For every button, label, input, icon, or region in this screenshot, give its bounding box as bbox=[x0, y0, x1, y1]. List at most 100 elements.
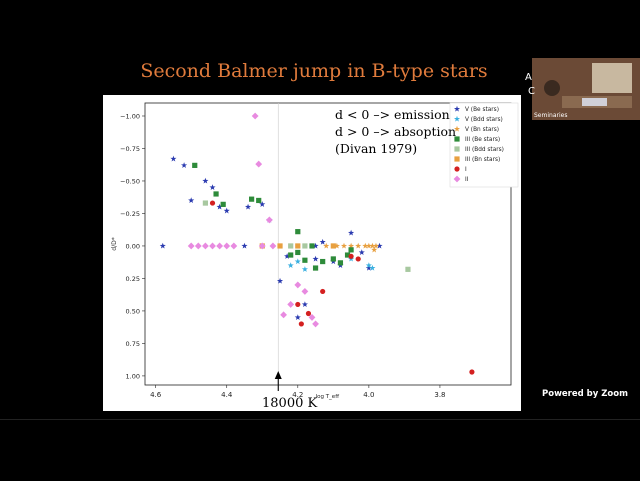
data-point bbox=[302, 257, 308, 263]
y-tick-label: −0.25 bbox=[120, 210, 140, 218]
temperature-arrow-head bbox=[274, 371, 282, 379]
data-point bbox=[298, 321, 304, 327]
data-point bbox=[308, 314, 316, 321]
plot-svg: 4.6 4.4 4.2 4.0 3.8 −1.00 −0.75 −0.50 −0.25 0.00 0… bbox=[111, 102, 519, 400]
legend-marker bbox=[453, 105, 461, 112]
data-point bbox=[276, 277, 284, 284]
data-point bbox=[309, 243, 315, 249]
x-tick-label: 4.4 bbox=[221, 391, 233, 399]
legend-marker bbox=[454, 166, 460, 172]
data-point bbox=[258, 242, 266, 250]
data-point bbox=[159, 242, 166, 249]
legend-marker bbox=[453, 175, 461, 183]
x-axis-label: log T_eff bbox=[316, 394, 340, 400]
x-tick-label: 3.8 bbox=[434, 391, 445, 399]
scatter-plot: 4.6 4.4 4.2 4.0 3.8 −1.00 −0.75 −0.50 −0.25 0.00 0… bbox=[103, 95, 521, 411]
plot-axes-frame bbox=[144, 102, 512, 386]
data-point bbox=[287, 262, 294, 269]
data-point bbox=[209, 200, 216, 206]
video-scene bbox=[532, 58, 640, 120]
legend-box bbox=[449, 102, 519, 188]
data-point bbox=[312, 265, 319, 271]
x-tick-label: 4.6 bbox=[150, 391, 162, 399]
data-point bbox=[312, 255, 319, 262]
data-point bbox=[220, 201, 226, 207]
data-point bbox=[194, 242, 202, 250]
data-point bbox=[372, 242, 380, 249]
data-point bbox=[295, 249, 301, 256]
data-point bbox=[319, 238, 326, 245]
y-tick-label: 0.50 bbox=[126, 307, 140, 315]
data-point bbox=[259, 201, 266, 207]
data-point bbox=[223, 207, 230, 214]
data-point bbox=[348, 242, 355, 249]
y-tick-label: 0.25 bbox=[126, 275, 140, 283]
data-point bbox=[216, 242, 224, 250]
data-point bbox=[365, 242, 372, 249]
data-point bbox=[302, 243, 308, 249]
legend-entry: V (Bn stars) bbox=[465, 127, 499, 133]
data-point bbox=[301, 266, 308, 272]
data-point bbox=[245, 203, 252, 210]
y-tick-label: 1.00 bbox=[126, 372, 140, 380]
data-point bbox=[301, 288, 309, 295]
y-tick-label: −0.50 bbox=[120, 177, 140, 185]
data-point bbox=[187, 242, 195, 250]
data-point bbox=[365, 264, 372, 271]
data-point bbox=[230, 242, 238, 250]
data-point bbox=[301, 301, 308, 308]
data-point bbox=[284, 253, 291, 259]
data-point bbox=[312, 242, 319, 249]
data-point bbox=[295, 301, 301, 308]
data-point bbox=[209, 242, 216, 250]
data-point bbox=[265, 216, 273, 224]
legend-entry: I bbox=[465, 167, 467, 173]
y-tick-label: 0.75 bbox=[126, 340, 140, 348]
data-point bbox=[305, 310, 312, 317]
legend-marker bbox=[454, 146, 460, 152]
data-point bbox=[249, 196, 255, 202]
data-point bbox=[269, 242, 277, 250]
annotation-absorption: d > 0 –> absoption bbox=[335, 124, 457, 139]
data-point bbox=[362, 242, 369, 249]
data-point bbox=[255, 160, 263, 168]
data-point bbox=[294, 314, 301, 321]
edge-char-c: C bbox=[528, 86, 535, 97]
legend-entry: III (Be stars) bbox=[465, 137, 500, 143]
data-point bbox=[251, 112, 259, 120]
data-point bbox=[170, 155, 177, 162]
data-point bbox=[340, 242, 348, 249]
data-point bbox=[348, 229, 355, 236]
data-point bbox=[294, 281, 302, 289]
data-point bbox=[287, 301, 295, 308]
y-tick-label: −0.75 bbox=[120, 145, 140, 153]
data-point bbox=[323, 242, 330, 249]
legend-marker bbox=[453, 125, 461, 132]
data-point bbox=[348, 253, 354, 259]
data-point bbox=[320, 288, 326, 295]
data-point bbox=[188, 197, 195, 204]
data-point bbox=[355, 256, 361, 262]
data-point bbox=[295, 243, 301, 249]
x-tick-label: 4.2 bbox=[292, 391, 303, 399]
legend-entry: V (Bdd stars) bbox=[465, 117, 503, 123]
data-point bbox=[469, 369, 475, 375]
data-point bbox=[405, 266, 411, 272]
data-point bbox=[223, 242, 231, 250]
legend-marker bbox=[454, 136, 460, 142]
data-point bbox=[295, 229, 301, 235]
data-point bbox=[202, 242, 209, 250]
data-point bbox=[369, 242, 376, 249]
legend-entry: III (Bdd stars) bbox=[465, 147, 504, 153]
participant-video[interactable]: Seminaries bbox=[532, 58, 640, 120]
data-point bbox=[344, 252, 351, 258]
data-point bbox=[371, 246, 378, 253]
data-point bbox=[202, 177, 209, 184]
zoom-bottom-bar bbox=[0, 419, 640, 481]
data-point bbox=[333, 242, 340, 249]
zoom-watermark: Powered by Zoom bbox=[542, 389, 628, 399]
x-tick-label: 4.0 bbox=[363, 391, 374, 399]
legend-marker bbox=[454, 156, 460, 162]
data-point bbox=[369, 264, 376, 271]
data-point bbox=[288, 252, 294, 258]
